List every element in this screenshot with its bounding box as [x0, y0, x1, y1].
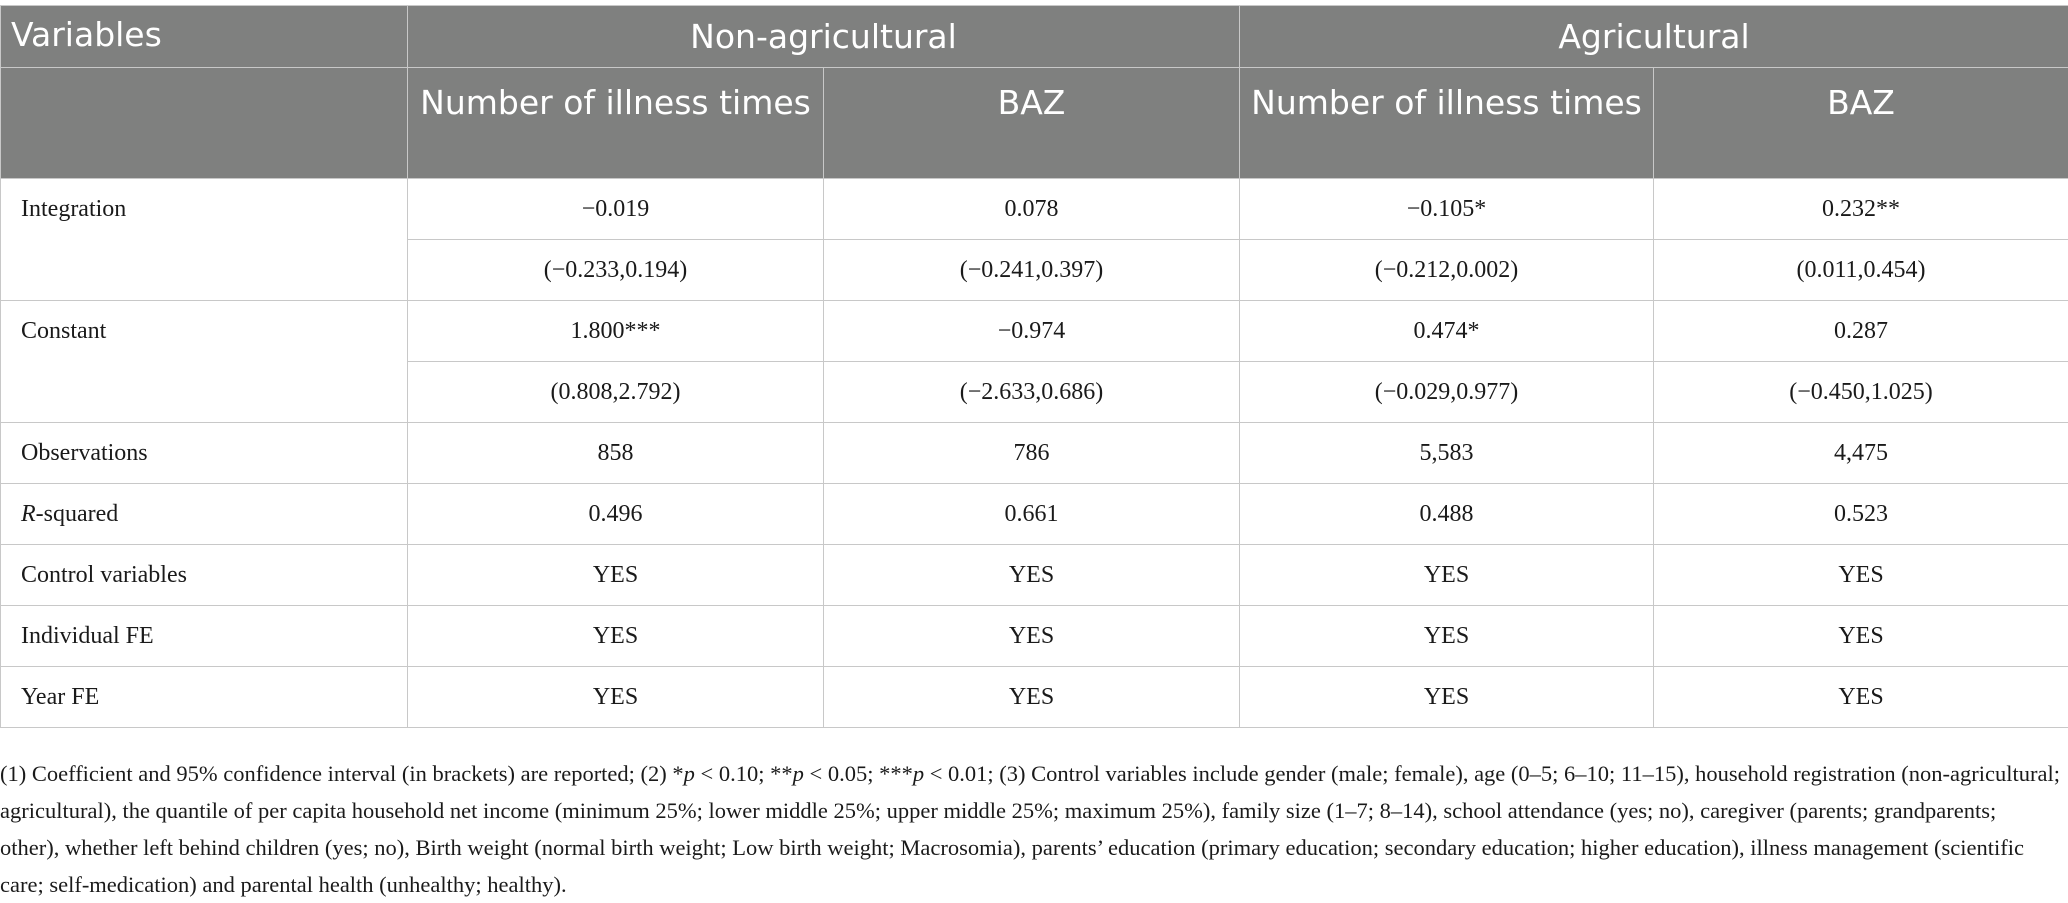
table-cell: YES	[1652, 544, 2068, 606]
table-cell: 0.078	[823, 178, 1240, 240]
table-footnote: (1) Coefficient and 95% confidence inter…	[0, 755, 2060, 903]
table-cell: 0.523	[1652, 483, 2068, 545]
footnote-p: p	[912, 761, 925, 786]
table-cell: 0.287	[1652, 300, 2068, 362]
footnote-part: < 0.10; **	[694, 761, 793, 786]
r-italic: R	[21, 501, 36, 527]
table-cell: YES	[823, 666, 1240, 728]
table-row-constant-ci: (0.808,2.792) (−2.633,0.686) (−0.029,0.9…	[1, 361, 2068, 423]
variables-header: Variables	[0, 5, 408, 68]
table-cell: YES	[823, 544, 1240, 606]
table-cell: YES	[407, 544, 824, 606]
table-cell: 1.800***	[407, 300, 824, 362]
table-cell: YES	[1239, 666, 1654, 728]
row-label-individual-fe: Individual FE	[0, 605, 408, 667]
table-cell: 0.488	[1239, 483, 1654, 545]
table-row-observations: Observations 858 786 5,583 4,475	[0, 422, 2068, 484]
table-row-control-variables: Control variables YES YES YES YES	[0, 544, 2068, 606]
table-cell: 858	[407, 422, 824, 484]
table-cell: −0.019	[407, 178, 824, 240]
subheader-ag-baz: BAZ	[1652, 67, 2068, 179]
footnote-part: (1) Coefficient and 95% confidence inter…	[0, 761, 684, 786]
row-label-observations: Observations	[0, 422, 408, 484]
table-cell: 0.474*	[1239, 300, 1654, 362]
table-cell: −0.105*	[1239, 178, 1654, 240]
subheader-nonag-illness: Number of illness times	[407, 67, 824, 179]
group-header-agricultural: Agricultural	[1238, 5, 2068, 68]
row-label-control-variables: Control variables	[0, 544, 408, 606]
regression-results-table: Variables Non-agricultural Agricultural …	[0, 5, 2068, 728]
row-label-integration: Integration	[0, 178, 408, 301]
table-cell: −0.974	[823, 300, 1240, 362]
footnote-p: p	[792, 761, 804, 786]
table-cell: (0.808,2.792)	[407, 361, 824, 423]
footnote-part: < 0.05; ***	[803, 761, 913, 786]
row-label-constant: Constant	[0, 300, 408, 423]
group-header-non-agricultural: Non-agricultural	[407, 5, 1240, 68]
table-cell: YES	[407, 605, 824, 667]
table-cell: 0.661	[823, 483, 1240, 545]
table-cell: YES	[1652, 666, 2068, 728]
table-body: Integration −0.019 0.078 −0.105* 0.232**…	[0, 178, 2068, 728]
r-squared-suffix: -squared	[35, 501, 119, 527]
table-header: Variables Non-agricultural Agricultural …	[0, 5, 2068, 179]
table-cell: (−0.233,0.194)	[407, 239, 824, 301]
table-cell: (−0.029,0.977)	[1239, 361, 1654, 423]
subheader-ag-illness: Number of illness times	[1239, 67, 1654, 179]
table-cell: (−0.241,0.397)	[823, 239, 1240, 301]
table-row-individual-fe: Individual FE YES YES YES YES	[0, 605, 2068, 667]
table-cell: YES	[1239, 605, 1654, 667]
table-cell: (−2.633,0.686)	[823, 361, 1240, 423]
table-row-integration-coef: Integration −0.019 0.078 −0.105* 0.232**	[0, 178, 2068, 301]
table-cell: (−0.450,1.025)	[1652, 361, 2068, 423]
row-label-year-fe: Year FE	[0, 666, 408, 728]
table-row-year-fe: Year FE YES YES YES YES	[0, 666, 2068, 728]
table-cell: 4,475	[1652, 422, 2068, 484]
header-row-outcomes: Number of illness times BAZ Number of il…	[0, 67, 2068, 179]
table-cell: YES	[1239, 544, 1654, 606]
results-table-container: Variables Non-agricultural Agricultural …	[0, 5, 2068, 728]
footnote-p: p	[683, 761, 695, 786]
table-row-r-squared: R-squared 0.496 0.661 0.488 0.523	[0, 483, 2068, 545]
table-cell: (0.011,0.454)	[1652, 239, 2068, 301]
table-cell: YES	[407, 666, 824, 728]
header-spacer	[0, 67, 408, 179]
table-cell: 0.232**	[1652, 178, 2068, 240]
table-row-constant-coef: Constant 1.800*** −0.974 0.474* 0.287	[0, 300, 2068, 423]
table-cell: 5,583	[1239, 422, 1654, 484]
header-row-groups: Variables Non-agricultural Agricultural	[0, 5, 2068, 68]
table-cell: (−0.212,0.002)	[1239, 239, 1654, 301]
table-cell: YES	[823, 605, 1240, 667]
table-cell: 786	[823, 422, 1240, 484]
footnote-part: < 0.01; (3) Control variables include ge…	[0, 761, 2060, 897]
table-cell: 0.496	[407, 483, 824, 545]
row-label-r-squared: R-squared	[0, 483, 408, 545]
table-cell: YES	[1652, 605, 2068, 667]
subheader-nonag-baz: BAZ	[823, 67, 1240, 179]
